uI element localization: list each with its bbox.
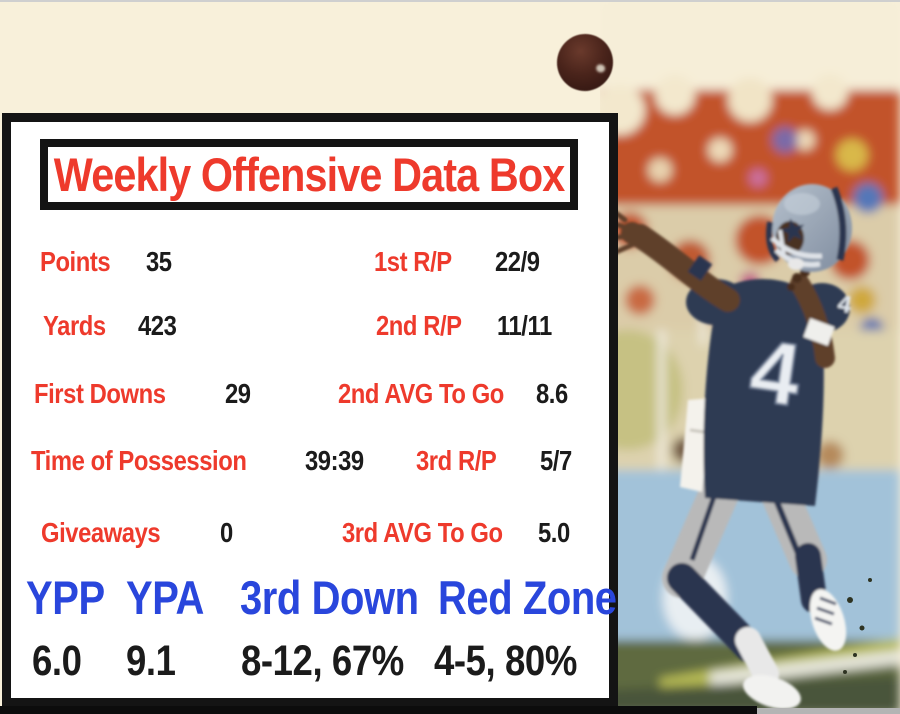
turf-debris — [843, 578, 872, 674]
stadium-photo: 4 4 — [600, 0, 900, 714]
star-logo — [780, 218, 805, 243]
top-border-line — [0, 0, 900, 2]
title-box: Weekly Offensive Data Box — [40, 139, 578, 210]
page-title: Weekly Offensive Data Box — [53, 148, 565, 201]
shoulder-number: 4 — [836, 290, 854, 319]
quarterback-figure: 4 4 — [605, 184, 854, 710]
bottom-gray-bar — [757, 708, 900, 714]
data-box — [2, 113, 618, 707]
football-laces — [595, 63, 606, 74]
bottom-black-bar — [0, 706, 757, 714]
